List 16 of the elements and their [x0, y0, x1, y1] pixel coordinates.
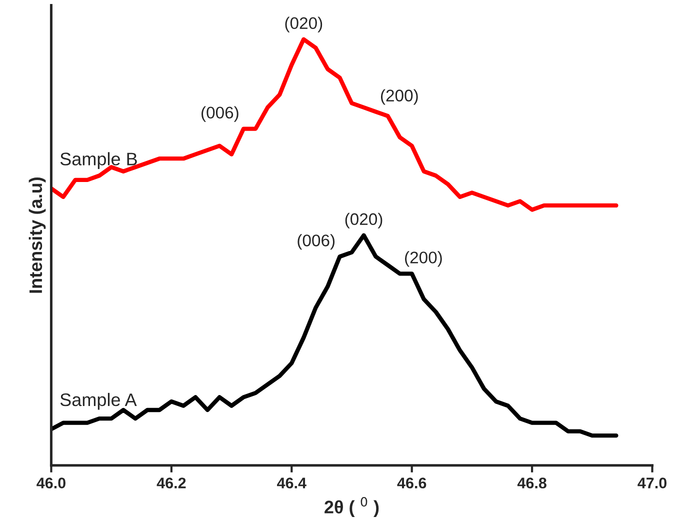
annotation: (200) [380, 89, 418, 105]
annotation: (006) [298, 234, 335, 250]
annotation: (200) [405, 251, 442, 267]
x-tick-label: 46.2 [156, 478, 186, 488]
annotation: (020) [285, 16, 322, 32]
annotation: (020) [345, 212, 382, 228]
series-label: Sample B [60, 152, 137, 169]
series-label: Sample A [60, 392, 137, 410]
x-tick-label: 46.4 [277, 478, 306, 488]
x-tick-label: 46.0 [36, 478, 66, 488]
x-axis-title: 2θ ( $^{0}$ ) [324, 497, 379, 518]
y-axis-title: Intensity (a.u) [28, 178, 46, 293]
annotation: (006) [202, 106, 238, 122]
x-tick-label: 46.8 [517, 478, 546, 488]
x-tick-label: 47.0 [638, 478, 667, 488]
x-tick-label: 46.6 [397, 478, 426, 488]
